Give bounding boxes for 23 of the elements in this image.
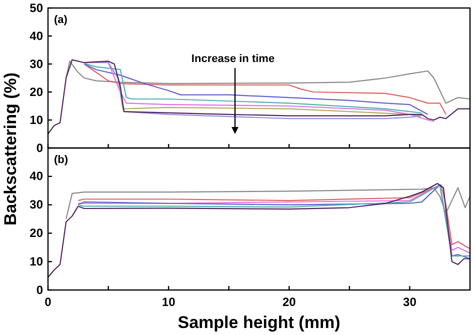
x-tick-label: 20 (282, 295, 296, 309)
x-tick-label: 30 (403, 295, 417, 309)
annotation: Increase in time (191, 53, 275, 65)
y-axis-title: Backscattering (%) (1, 72, 20, 226)
y-tick-label: 20 (30, 226, 44, 240)
x-tick-label: 10 (162, 295, 176, 309)
y-tick-label: 10 (30, 112, 44, 127)
y-tick-label: 30 (30, 198, 44, 212)
y-tick-label: 0 (36, 282, 44, 297)
y-tick-label: 40 (30, 169, 44, 184)
line-series (48, 182, 470, 278)
y-tick-label: 0 (36, 140, 44, 155)
y-tick-label: 50 (30, 0, 44, 15)
y-tick-label: 40 (30, 28, 44, 43)
annotation: (b) (54, 154, 68, 166)
y-tick-label: 10 (30, 254, 44, 268)
x-axis-title: Sample height (mm) (178, 313, 340, 332)
annotation: (a) (54, 14, 68, 26)
x-tick-label: 0 (44, 295, 52, 309)
line-series (66, 60, 470, 104)
y-tick-label: 20 (30, 84, 44, 99)
line-series (66, 187, 470, 220)
y-tick-label: 30 (30, 56, 44, 71)
